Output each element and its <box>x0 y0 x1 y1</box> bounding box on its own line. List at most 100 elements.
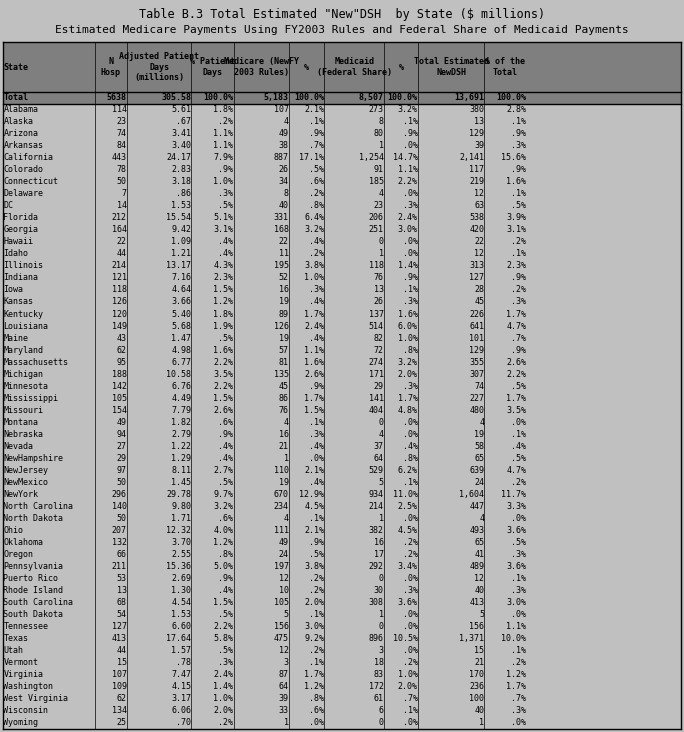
Text: 81: 81 <box>279 358 289 367</box>
Text: Maryland: Maryland <box>3 346 43 354</box>
Text: 4.3%: 4.3% <box>213 261 233 270</box>
Text: .3%: .3% <box>511 297 526 307</box>
Text: 1,254: 1,254 <box>358 153 384 162</box>
Text: Louisiana: Louisiana <box>3 321 49 331</box>
Text: 4.7%: 4.7% <box>506 321 526 331</box>
Text: 49: 49 <box>279 538 289 547</box>
Text: 12.32: 12.32 <box>166 526 192 535</box>
Text: Wisconsin: Wisconsin <box>3 706 49 715</box>
Text: Arizona: Arizona <box>3 129 38 138</box>
Bar <box>3 272 681 284</box>
Text: Vermont: Vermont <box>3 658 38 668</box>
Bar <box>3 417 681 428</box>
Text: .1%: .1% <box>309 658 324 668</box>
Text: 100.0%: 100.0% <box>203 93 233 102</box>
Text: 1.6%: 1.6% <box>397 310 418 318</box>
Text: .4%: .4% <box>309 237 324 247</box>
Text: Alaska: Alaska <box>3 117 34 126</box>
Text: 3.18: 3.18 <box>171 177 192 186</box>
Text: .8%: .8% <box>403 454 418 463</box>
Text: NewYork: NewYork <box>3 490 38 499</box>
Text: .2%: .2% <box>309 586 324 595</box>
Text: 29.78: 29.78 <box>166 490 192 499</box>
Text: .4%: .4% <box>403 442 418 451</box>
Text: 420: 420 <box>469 225 484 234</box>
Text: .1%: .1% <box>511 646 526 655</box>
Text: 3: 3 <box>379 646 384 655</box>
Text: .1%: .1% <box>403 706 418 715</box>
Text: .0%: .0% <box>403 646 418 655</box>
Text: South Dakota: South Dakota <box>3 610 64 619</box>
Text: .0%: .0% <box>403 430 418 438</box>
Text: 2.69: 2.69 <box>171 574 192 583</box>
Text: 197: 197 <box>274 562 289 571</box>
Text: Kansas: Kansas <box>3 297 34 307</box>
Text: 142: 142 <box>111 381 127 391</box>
Text: 11.0%: 11.0% <box>393 490 418 499</box>
Text: 95: 95 <box>117 358 127 367</box>
Text: Utah: Utah <box>3 646 23 655</box>
Text: .7%: .7% <box>403 695 418 703</box>
Text: 514: 514 <box>369 321 384 331</box>
Text: 40: 40 <box>279 201 289 210</box>
Text: .2%: .2% <box>309 646 324 655</box>
Text: .9%: .9% <box>218 574 233 583</box>
Text: 6.4%: 6.4% <box>304 213 324 223</box>
Bar <box>3 632 681 645</box>
Bar <box>3 525 681 537</box>
Text: 3.17: 3.17 <box>171 695 192 703</box>
Text: 2.6%: 2.6% <box>213 406 233 415</box>
Bar <box>3 320 681 332</box>
Text: .1%: .1% <box>511 117 526 126</box>
Text: 1.5%: 1.5% <box>304 406 324 415</box>
Text: 74: 74 <box>474 381 484 391</box>
Text: 1.0%: 1.0% <box>213 177 233 186</box>
Text: 188: 188 <box>111 370 127 378</box>
Text: .8%: .8% <box>218 550 233 559</box>
Text: 1.1%: 1.1% <box>397 165 418 174</box>
Text: 4: 4 <box>479 514 484 523</box>
Text: 132: 132 <box>111 538 127 547</box>
Text: 126: 126 <box>274 321 289 331</box>
Text: 111: 111 <box>274 526 289 535</box>
Text: 1.8%: 1.8% <box>213 310 233 318</box>
Text: Estimated Medicare Payments Using FY2003 Rules and Federal Share of Medicaid Pay: Estimated Medicare Payments Using FY2003… <box>55 25 629 35</box>
Text: 1: 1 <box>379 141 384 150</box>
Bar <box>3 464 681 477</box>
Text: Nevada: Nevada <box>3 442 34 451</box>
Text: 331: 331 <box>274 213 289 223</box>
Text: 72: 72 <box>373 346 384 354</box>
Text: .1%: .1% <box>309 610 324 619</box>
Text: 13,691: 13,691 <box>454 93 484 102</box>
Text: 1: 1 <box>379 610 384 619</box>
Text: 2.1%: 2.1% <box>304 466 324 475</box>
Text: 22: 22 <box>117 237 127 247</box>
Text: .7%: .7% <box>511 334 526 343</box>
Text: 89: 89 <box>279 310 289 318</box>
Text: 4.15: 4.15 <box>171 682 192 692</box>
Text: 7.9%: 7.9% <box>213 153 233 162</box>
Text: 1: 1 <box>379 514 384 523</box>
Text: 489: 489 <box>469 562 484 571</box>
Text: .5%: .5% <box>218 334 233 343</box>
Text: 127: 127 <box>469 274 484 283</box>
Text: 100.0%: 100.0% <box>388 93 417 102</box>
Bar <box>3 537 681 548</box>
Text: 6.77: 6.77 <box>171 358 192 367</box>
Text: 3.1%: 3.1% <box>213 225 233 234</box>
Text: 1.21: 1.21 <box>171 250 192 258</box>
Bar <box>3 332 681 344</box>
Text: .3%: .3% <box>309 285 324 294</box>
Text: 1.2%: 1.2% <box>213 538 233 547</box>
Text: 2.0%: 2.0% <box>213 706 233 715</box>
Text: 86: 86 <box>279 394 289 403</box>
Bar <box>3 356 681 368</box>
Text: .5%: .5% <box>511 454 526 463</box>
Text: .3%: .3% <box>403 381 418 391</box>
Text: 3.5%: 3.5% <box>506 406 526 415</box>
Text: 62: 62 <box>117 346 127 354</box>
Text: .6%: .6% <box>218 514 233 523</box>
Text: 475: 475 <box>274 635 289 643</box>
Text: 134: 134 <box>111 706 127 715</box>
Text: 3.2%: 3.2% <box>397 105 418 114</box>
